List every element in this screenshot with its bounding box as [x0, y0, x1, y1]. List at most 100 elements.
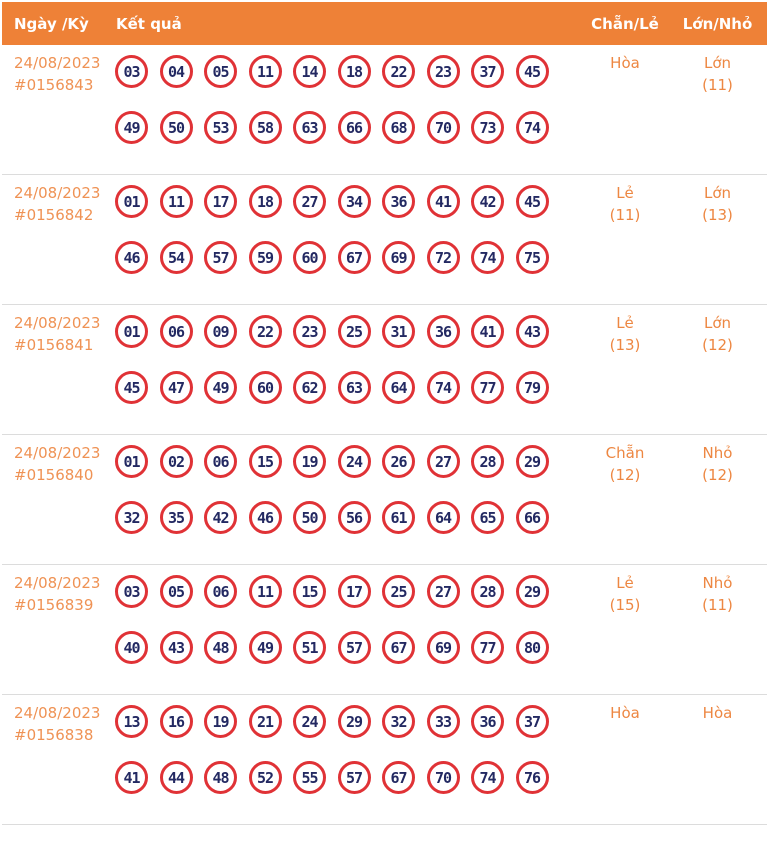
- number-ball: 56: [337, 501, 371, 534]
- number-ball: 14: [293, 55, 326, 88]
- number-ball: 05: [204, 55, 237, 88]
- number-ball: 66: [337, 111, 371, 144]
- result-row: 24/08/2023 #0156843 03 04 05 11 14 18 22 23 37 45…: [2, 45, 767, 175]
- number-ball: 67: [382, 761, 415, 794]
- number-ball: 60: [293, 241, 326, 274]
- number-ball: 55: [293, 761, 326, 794]
- big-small-value: Nhỏ: [702, 574, 733, 592]
- draw-id: #0156842: [14, 206, 94, 224]
- number-ball: 57: [204, 241, 237, 274]
- number-ball: 22: [382, 55, 415, 88]
- draw-date-cell: 24/08/2023 #0156843: [2, 45, 102, 174]
- number-ball: 70: [426, 111, 460, 144]
- number-ball: 40: [115, 631, 148, 664]
- number-ball: 24: [293, 705, 326, 738]
- number-ball: 06: [204, 575, 237, 608]
- number-ball: 74: [426, 371, 460, 404]
- big-small-value: Lớn: [703, 54, 732, 72]
- number-ball: 37: [471, 55, 504, 88]
- even-odd-value: Lẻ: [616, 184, 634, 202]
- number-ball: 45: [515, 185, 549, 218]
- even-odd-cell: Hòa: [580, 695, 670, 824]
- number-ball: 58: [248, 111, 282, 144]
- big-small-count: (12): [702, 466, 733, 484]
- even-odd-cell: Chẵn (12): [580, 435, 670, 564]
- winning-numbers: 01 02 06 15 19 24 26 27 28 29 32 35 42 46 50 56 61 64 65 6…: [102, 435, 580, 564]
- result-row: 24/08/2023 #0156842 01 11 17 18 27 34 36 41 42 45…: [2, 175, 767, 305]
- header-date-column: Ngày /Kỳ: [14, 14, 89, 33]
- numbers-line-2: 46 54 57 59 60 67 69 72 74 75: [115, 241, 580, 274]
- draw-date-cell: 24/08/2023 #0156841: [2, 305, 102, 434]
- draw-date: 24/08/2023: [14, 704, 101, 722]
- number-ball: 53: [204, 111, 237, 144]
- number-ball: 11: [248, 575, 282, 608]
- big-small-value: Hòa: [702, 704, 733, 722]
- number-ball: 51: [293, 631, 326, 664]
- draw-date-cell: 24/08/2023 #0156839: [2, 565, 102, 694]
- even-odd-value: Chẵn: [605, 444, 645, 462]
- numbers-line-2: 41 44 48 52 55 57 67 70 74 76: [115, 761, 580, 794]
- number-ball: 77: [471, 631, 504, 664]
- number-ball: 45: [115, 371, 148, 404]
- number-ball: 50: [159, 111, 193, 144]
- number-ball: 63: [293, 111, 326, 144]
- number-ball: 60: [248, 371, 282, 404]
- draw-date-cell: 24/08/2023 #0156840: [2, 435, 102, 564]
- big-small-count: (11): [702, 76, 733, 94]
- big-small-cell: Nhỏ (12): [670, 435, 765, 564]
- number-ball: 44: [159, 761, 193, 794]
- number-ball: 54: [159, 241, 193, 274]
- number-ball: 25: [382, 575, 415, 608]
- number-ball: 29: [337, 705, 371, 738]
- number-ball: 62: [293, 371, 326, 404]
- number-ball: 48: [204, 631, 237, 664]
- number-ball: 18: [248, 185, 282, 218]
- number-ball: 16: [159, 705, 193, 738]
- number-ball: 49: [248, 631, 282, 664]
- number-ball: 01: [115, 185, 148, 218]
- winning-numbers: 03 04 05 11 14 18 22 23 37 45 49 50 53 58 63 66 68 70 73 7…: [102, 45, 580, 174]
- numbers-line-1: 01 06 09 22 23 25 31 36 41 43: [115, 315, 580, 348]
- number-ball: 57: [337, 761, 371, 794]
- numbers-line-2: 40 43 48 49 51 57 67 69 77 80: [115, 631, 580, 664]
- winning-numbers: 13 16 19 21 24 29 32 33 36 37 41 44 48 52 55 57 67 70 74 7…: [102, 695, 580, 824]
- big-small-value: Lớn: [703, 184, 732, 202]
- number-ball: 61: [382, 501, 415, 534]
- draw-date: 24/08/2023: [14, 184, 101, 202]
- numbers-line-2: 49 50 53 58 63 66 68 70 73 74: [115, 111, 580, 144]
- numbers-line-1: 01 11 17 18 27 34 36 41 42 45: [115, 185, 580, 218]
- number-ball: 43: [515, 315, 549, 348]
- big-small-value: Lớn: [703, 314, 732, 332]
- number-ball: 29: [515, 445, 549, 478]
- number-ball: 74: [471, 241, 504, 274]
- draw-id: #0156843: [14, 76, 94, 94]
- number-ball: 11: [159, 185, 193, 218]
- number-ball: 04: [159, 55, 193, 88]
- number-ball: 76: [515, 761, 549, 794]
- number-ball: 17: [337, 575, 371, 608]
- numbers-line-2: 45 47 49 60 62 63 64 74 77 79: [115, 371, 580, 404]
- number-ball: 59: [248, 241, 282, 274]
- number-ball: 49: [204, 371, 237, 404]
- number-ball: 79: [515, 371, 549, 404]
- even-odd-count: (11): [609, 206, 641, 224]
- number-ball: 24: [337, 445, 371, 478]
- draw-id: #0156841: [14, 336, 94, 354]
- number-ball: 23: [293, 315, 326, 348]
- draw-id: #0156839: [14, 596, 94, 614]
- numbers-line-1: 01 02 06 15 19 24 26 27 28 29: [115, 445, 580, 478]
- number-ball: 48: [204, 761, 237, 794]
- number-ball: 09: [204, 315, 237, 348]
- big-small-cell: Lớn (13): [670, 175, 765, 304]
- even-odd-value: Hòa: [610, 54, 640, 72]
- draw-id: #0156840: [14, 466, 94, 484]
- number-ball: 50: [293, 501, 326, 534]
- number-ball: 77: [471, 371, 504, 404]
- numbers-line-2: 32 35 42 46 50 56 61 64 65 66: [115, 501, 580, 534]
- even-odd-cell: Hòa: [580, 45, 670, 174]
- winning-numbers: 03 05 06 11 15 17 25 27 28 29 40 43 48 49 51 57 67 69 77 8…: [102, 565, 580, 694]
- number-ball: 46: [248, 501, 282, 534]
- number-ball: 15: [248, 445, 282, 478]
- even-odd-count: (13): [609, 336, 641, 354]
- number-ball: 32: [115, 501, 148, 534]
